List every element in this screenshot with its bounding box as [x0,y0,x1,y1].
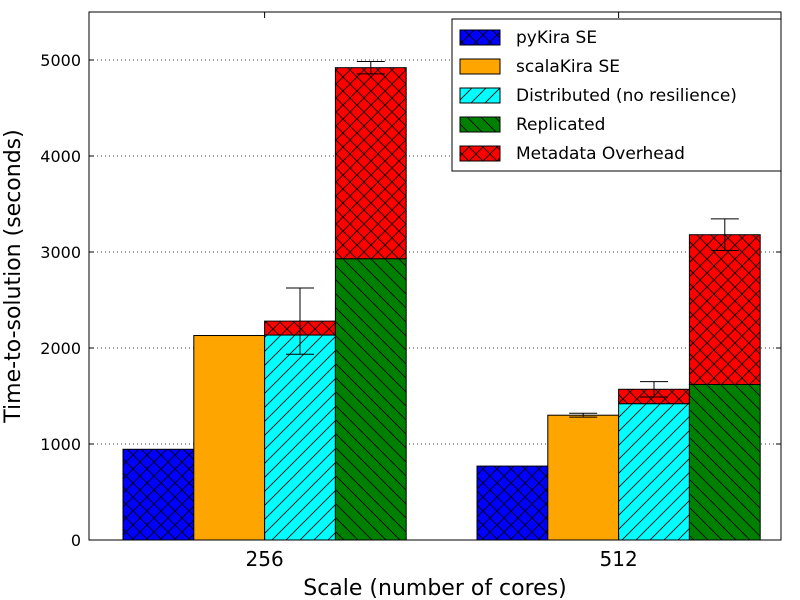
bar-pykira-se-256-hatch [123,449,194,540]
bar-metadata-overhead-256-hatch [335,67,407,259]
legend-swatch-hatch [460,117,500,132]
y-tick-label: 1000 [40,435,81,454]
legend-label-pykira-se: pyKira SE [516,28,597,48]
bar-replicated-512-hatch [689,384,761,540]
legend: pyKira SE scalaKira SE Distributed (no res… [451,18,782,172]
legend-swatch-scalakira-se [459,58,501,75]
bar-distributed-no-resilience-256-hatch [264,335,336,540]
legend-swatch-hatch [460,30,500,45]
legend-label-distributed-no-resilience: Distributed (no resilience) [516,86,737,106]
y-tick-label: 4000 [40,147,81,166]
legend-box [451,18,782,172]
y-tick-label: 3000 [40,243,81,262]
error-bars [286,60,739,418]
y-axis-title: Time-to-solution (seconds) [1,129,26,423]
x-tick-label: 512 [600,547,638,571]
bar-pykira-se-512-hatch [477,466,548,540]
legend-swatch-hatch [460,146,500,161]
legend-label-replicated: Replicated [516,115,605,135]
y-tick-label: 5000 [40,51,81,70]
legend-label-metadata-overhead: Metadata Overhead [516,144,685,164]
y-tick-label: 2000 [40,339,81,358]
bar-metadata-overhead-512-hatch [689,234,761,385]
axis-ticks: 0 1000 2000 3000 4000 5000 256 512 [40,12,781,571]
legend-swatch-hatch [460,88,500,103]
plot-area-frame [88,11,782,541]
bar-replicated-256-hatch [335,258,407,540]
bars [122,67,761,541]
bar-scalakira-se-512 [547,414,620,541]
bar-scalakira-se-256 [193,335,266,541]
y-tick-label: 0 [71,531,81,550]
bar-distributed-no-resilience-512-hatch [618,403,690,540]
legend-label-scalakira-se: scalaKira SE [516,57,620,77]
x-tick-label: 256 [246,547,284,571]
x-axis-title: Scale (number of cores) [303,576,567,600]
